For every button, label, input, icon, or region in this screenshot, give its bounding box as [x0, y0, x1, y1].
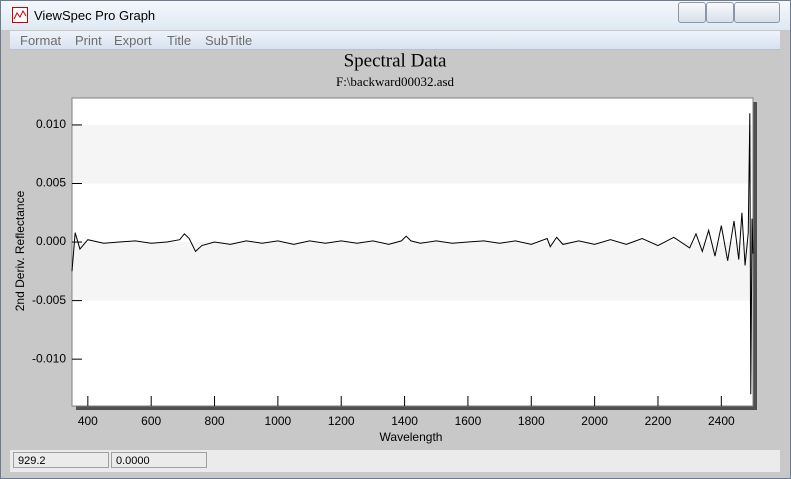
menu-bar: Format Print Export Title SubTitle: [10, 31, 780, 50]
menu-item[interactable]: Print: [75, 33, 102, 48]
minimize-button[interactable]: [678, 2, 706, 23]
x-tick-label: 1400: [391, 414, 418, 428]
x-tick-label: 800: [205, 414, 225, 428]
y-tick-label: 0.005: [36, 176, 66, 190]
status-y: 0.0000: [111, 452, 207, 468]
close-button[interactable]: [734, 2, 780, 23]
x-tick-label: 400: [78, 414, 98, 428]
y-tick-label: -0.010: [32, 351, 66, 365]
y-tick-label: -0.005: [32, 293, 66, 307]
chart-subtitle: F:\backward00032.asd: [336, 74, 455, 89]
window-title: ViewSpec Pro Graph: [34, 8, 156, 23]
x-tick-label: 1200: [328, 414, 355, 428]
x-axis-label: Wavelength: [380, 430, 443, 444]
status-bar: 929.2 0.0000: [10, 450, 780, 472]
chart: Spectral Data F:\backward00032.asd Wavel…: [13, 50, 757, 444]
x-tick-label: 2400: [708, 414, 735, 428]
x-tick-label: 2000: [581, 414, 608, 428]
x-tick-label: 1600: [455, 414, 482, 428]
menu-item[interactable]: Export: [114, 33, 152, 48]
y-axis-label: 2nd Deriv. Reflectance: [13, 190, 27, 311]
x-tick-label: 2200: [645, 414, 672, 428]
menu-item[interactable]: Title: [167, 33, 192, 48]
status-x: 929.2: [13, 452, 109, 468]
grid-band: [73, 242, 752, 301]
maximize-button[interactable]: [706, 2, 734, 23]
chart-title: Spectral Data: [344, 50, 447, 71]
y-tick-label: 0.000: [36, 234, 66, 248]
menu-item[interactable]: SubTitle: [205, 33, 253, 48]
menu-item[interactable]: Format: [20, 33, 62, 48]
app-icon: [12, 7, 28, 23]
x-tick-label: 600: [141, 414, 161, 428]
grid-band: [73, 124, 752, 184]
x-tick-label: 1000: [265, 414, 292, 428]
spectrum-line: [71, 113, 754, 395]
x-tick-label: 1800: [518, 414, 545, 428]
title-bar: ViewSpec Pro Graph: [1, 1, 790, 30]
y-tick-label: 0.010: [36, 117, 66, 131]
